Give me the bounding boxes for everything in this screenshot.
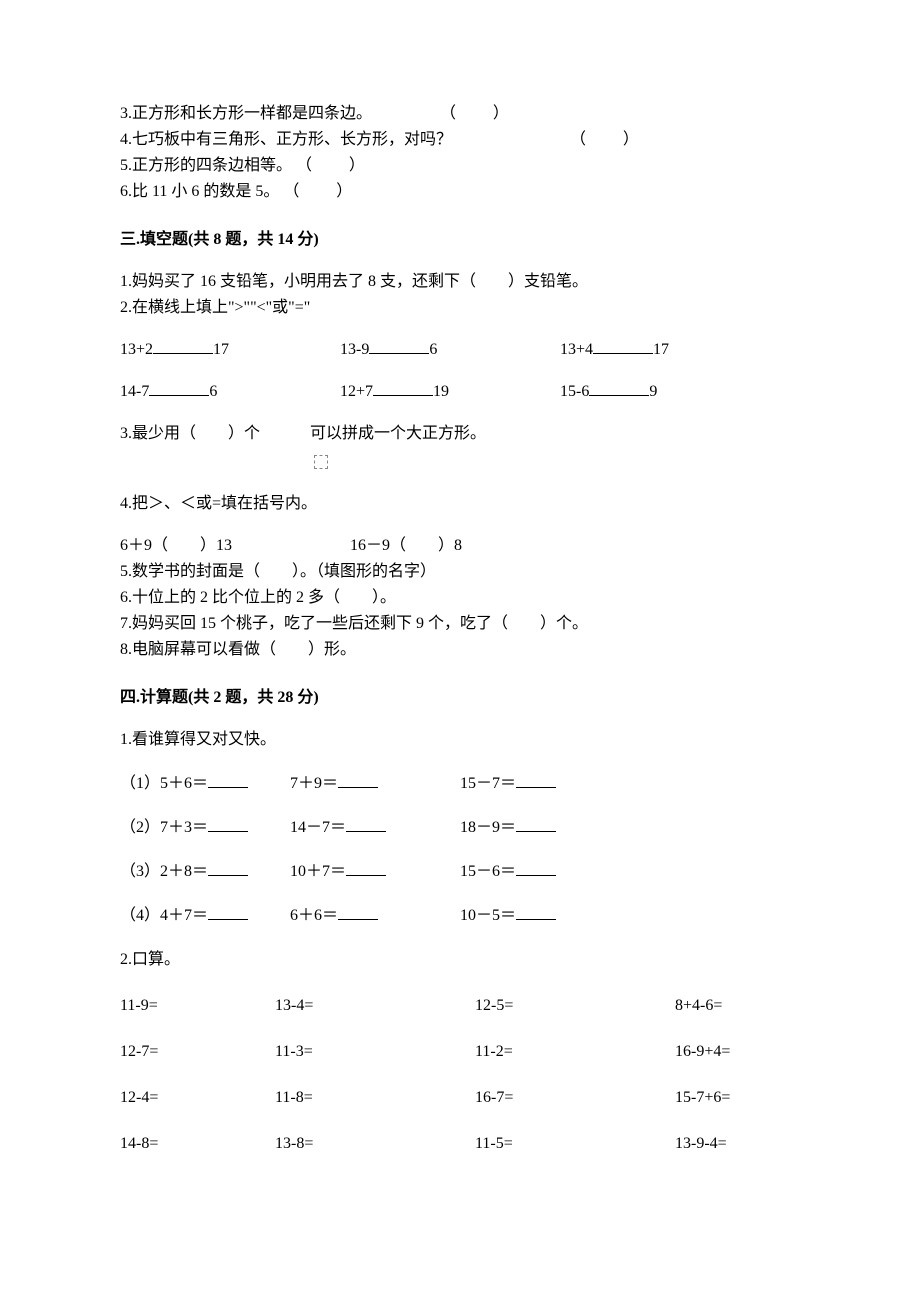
mental-cell: 8+4-6= — [675, 994, 795, 1018]
calc-row-1: （1）5＋6＝ 7＋9＝ 15－7＝ — [120, 772, 800, 796]
judge-q6: 6.比 11 小 6 的数是 5。 （ ） — [120, 180, 800, 204]
calc-row-2: （2）7＋3＝ 14－7＝ 18－9＝ — [120, 816, 800, 840]
fill-q3-prefix: 3.最少用（ ）个 — [120, 425, 260, 442]
mental-cell: 15-7+6= — [675, 1086, 795, 1110]
calc-cell: 15－7＝ — [460, 772, 630, 796]
calc-cell: 7＋9＝ — [290, 772, 460, 796]
calc-row-3: （3）2＋8＝ 10＋7＝ 15－6＝ — [120, 860, 800, 884]
judge-q6-text: 6.比 11 小 6 的数是 5。 — [120, 183, 279, 200]
mental-row-1: 11-9= 13-4= 12-5= 8+4-6= — [120, 994, 800, 1018]
cmp-cell: 12+719 — [340, 380, 560, 404]
calc-cell: 10－5＝ — [460, 904, 630, 928]
fill-q2-row1: 13+217 13-96 13+417 — [120, 338, 800, 362]
cmp-cell: 13-96 — [340, 338, 560, 362]
calc-cell: 6＋6＝ — [290, 904, 460, 928]
fill-q5: 5.数学书的封面是（ ）。（填图形的名字） — [120, 560, 800, 584]
mental-cell: 16-7= — [475, 1086, 675, 1110]
mental-cell: 12-7= — [120, 1040, 275, 1064]
fill-q4-expr-b: 16－9（ ）8 — [350, 534, 462, 558]
judge-q3-paren: （ ） — [440, 105, 510, 122]
fill-q2: 2.在横线上填上">""<"或"=" — [120, 296, 800, 320]
calc-q1: 1.看谁算得又对又快。 — [120, 728, 800, 752]
fill-q3-suffix: 可以拼成一个大正方形。 — [310, 425, 486, 442]
judge-q3-text: 3.正方形和长方形一样都是四条边。 — [120, 105, 372, 122]
mental-cell: 13-4= — [275, 994, 475, 1018]
calc-cell: 10＋7＝ — [290, 860, 460, 884]
fill-q4-expr-row: 6＋9（ ）13 16－9（ ）8 — [120, 534, 800, 558]
calc-cell: 15－6＝ — [460, 860, 630, 884]
mental-cell: 12-4= — [120, 1086, 275, 1110]
mental-cell: 11-5= — [475, 1132, 675, 1156]
cmp-cell: 14-76 — [120, 380, 340, 404]
fill-q1: 1.妈妈买了 16 支铅笔，小明用去了 8 支，还剩下（ ）支铅笔。 — [120, 270, 800, 294]
calc-row-4: （4）4＋7＝ 6＋6＝ 10－5＝ — [120, 904, 800, 928]
mental-cell: 11-2= — [475, 1040, 675, 1064]
judge-q5-paren: （ ） — [296, 157, 366, 174]
calc-cell: （2）7＋3＝ — [120, 816, 290, 840]
fill-q8: 8.电脑屏幕可以看做（ ）形。 — [120, 638, 800, 662]
cmp-cell: 15-69 — [560, 380, 780, 404]
judge-q6-paren: （ ） — [283, 183, 353, 200]
mental-row-4: 14-8= 13-8= 11-5= 13-9-4= — [120, 1132, 800, 1156]
fill-q4-expr-a: 6＋9（ ）13 — [120, 534, 350, 558]
calc-cell: （1）5＋6＝ — [120, 772, 290, 796]
cmp-cell: 13+417 — [560, 338, 780, 362]
square-icon — [314, 455, 328, 469]
mental-cell: 11-8= — [275, 1086, 475, 1110]
cmp-cell: 13+217 — [120, 338, 340, 362]
fill-q6: 6.十位上的 2 比个位上的 2 多（ ）。 — [120, 586, 800, 610]
judge-q5: 5.正方形的四条边相等。 （ ） — [120, 154, 800, 178]
mental-cell: 12-5= — [475, 994, 675, 1018]
calc-q2: 2.口算。 — [120, 948, 800, 972]
judge-q5-text: 5.正方形的四条边相等。 — [120, 157, 292, 174]
calc-cell: 18－9＝ — [460, 816, 630, 840]
section-4-header: 四.计算题(共 2 题，共 28 分) — [120, 686, 800, 710]
judge-q4-text: 4.七巧板中有三角形、正方形、长方形，对吗？ — [120, 131, 452, 148]
fill-q2-row2: 14-76 12+719 15-69 — [120, 380, 800, 404]
mental-row-2: 12-7= 11-3= 11-2= 16-9+4= — [120, 1040, 800, 1064]
mental-cell: 14-8= — [120, 1132, 275, 1156]
fill-q3: 3.最少用（ ）个 可以拼成一个大正方形。 — [120, 422, 800, 474]
mental-cell: 11-3= — [275, 1040, 475, 1064]
calc-cell: （4）4＋7＝ — [120, 904, 290, 928]
calc-cell: （3）2＋8＝ — [120, 860, 290, 884]
section-3-header: 三.填空题(共 8 题，共 14 分) — [120, 228, 800, 252]
mental-cell: 13-9-4= — [675, 1132, 795, 1156]
judge-q3: 3.正方形和长方形一样都是四条边。 （ ） — [120, 102, 800, 126]
mental-cell: 11-9= — [120, 994, 275, 1018]
mental-cell: 13-8= — [275, 1132, 475, 1156]
judge-q4-paren: （ ） — [570, 131, 640, 148]
mental-row-3: 12-4= 11-8= 16-7= 15-7+6= — [120, 1086, 800, 1110]
fill-q4: 4.把＞、＜或=填在括号内。 — [120, 492, 800, 516]
mental-cell: 16-9+4= — [675, 1040, 795, 1064]
judge-q4: 4.七巧板中有三角形、正方形、长方形，对吗？ （ ） — [120, 128, 800, 152]
fill-q7: 7.妈妈买回 15 个桃子，吃了一些后还剩下 9 个，吃了（ ）个。 — [120, 612, 800, 636]
calc-cell: 14－7＝ — [290, 816, 460, 840]
